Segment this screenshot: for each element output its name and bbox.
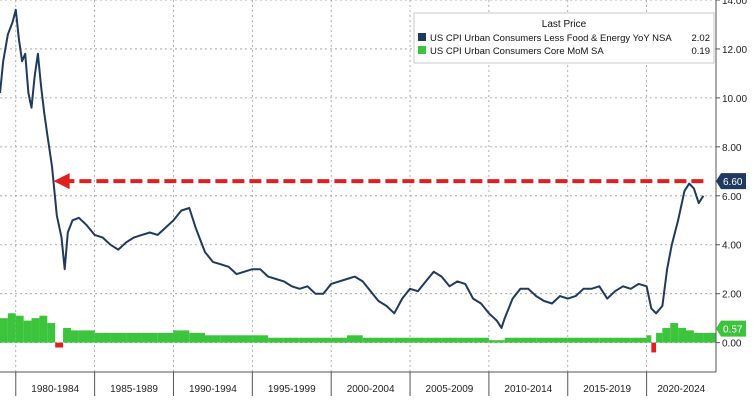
mom-bar <box>646 335 652 343</box>
legend: Last Price US CPI Urban Consumers Less F… <box>413 12 715 64</box>
arrow-head <box>53 173 70 190</box>
x-tick-label: 1990-1994 <box>189 384 237 395</box>
mom-bar <box>378 337 395 343</box>
mom-bar <box>346 335 363 343</box>
x-tick-label: 1980-1984 <box>31 384 79 395</box>
mom-bar <box>630 337 647 343</box>
mom-bar <box>686 330 694 343</box>
flag-mom-label: 0.57 <box>723 325 743 336</box>
mom-bar <box>662 327 671 343</box>
flag-yoy-shape <box>716 173 746 190</box>
yoy-line <box>0 8 705 329</box>
legend-swatch-yoy <box>418 33 426 41</box>
last-value-flag-yoy: 6.60 <box>716 173 746 190</box>
series-core-yoy <box>0 8 705 329</box>
legend-label-mom: US CPI Urban Consumers Core MoM SA <box>430 46 604 57</box>
mom-bar <box>615 337 631 343</box>
mom-bar <box>536 337 552 343</box>
x-tick-label: 1995-1999 <box>268 384 316 395</box>
mom-bar <box>63 327 71 343</box>
mom-bar <box>362 337 379 343</box>
mom-bar <box>7 313 16 343</box>
mom-bar <box>425 337 442 343</box>
x-tick-label: 2000-2004 <box>347 384 395 395</box>
mom-bar <box>678 327 687 343</box>
mom-bar <box>599 337 616 343</box>
x-tick-label: 2010-2014 <box>504 384 552 395</box>
mom-bar <box>173 330 190 343</box>
y-tick-label: 12.00 <box>722 45 747 56</box>
mom-bar <box>268 337 284 343</box>
x-tick-label: 1985-1989 <box>110 384 158 395</box>
mom-bar <box>141 332 158 343</box>
last-value-flag-mom: 0.57 <box>716 320 746 337</box>
mom-bar <box>47 323 56 343</box>
mom-bar <box>331 337 347 343</box>
y-tick-label: 6.00 <box>722 192 742 203</box>
mom-bar <box>94 332 111 343</box>
mom-bar <box>126 332 142 343</box>
mom-bar <box>205 335 221 343</box>
mom-bar <box>504 337 521 343</box>
mom-bar <box>394 337 411 343</box>
mom-bar <box>31 318 40 343</box>
mom-bar <box>299 337 316 343</box>
mom-bar <box>703 332 716 343</box>
dashed-arrow-annotation <box>53 173 704 190</box>
mom-bar <box>670 323 679 343</box>
mom-bar <box>567 337 584 343</box>
x-axis: 1980-1984 1985-1989 1990-1994 1995-1999 2000… <box>0 371 716 396</box>
mom-bar <box>488 340 505 343</box>
mom-bar <box>551 337 568 343</box>
legend-swatch-mom <box>418 46 426 54</box>
mom-bar <box>189 332 206 343</box>
mom-bar <box>39 315 48 343</box>
mom-bar <box>23 320 32 343</box>
mom-bar <box>441 337 458 343</box>
mom-bar <box>157 332 174 343</box>
y-tick-label: 2.00 <box>722 290 742 301</box>
y-tick-label: 14.00 <box>722 0 747 7</box>
legend-label-yoy: US CPI Urban Consumers Less Food & Energ… <box>430 33 672 44</box>
y-tick-label: 8.00 <box>722 143 742 154</box>
flag-mom-shape <box>716 320 746 337</box>
mom-bar <box>651 342 657 353</box>
mom-bar <box>0 318 8 343</box>
mom-bar <box>315 337 332 343</box>
mom-bar <box>252 335 269 343</box>
mom-bar <box>220 335 237 343</box>
mom-bar <box>15 315 24 343</box>
legend-title: Last Price <box>542 19 587 30</box>
y-tick-label: 0.00 <box>722 339 742 350</box>
mom-bar <box>110 332 127 343</box>
series-core-mom <box>0 313 716 353</box>
legend-value-yoy: 2.02 <box>692 33 711 44</box>
legend-value-mom: 0.19 <box>692 46 711 57</box>
x-tick-label: 2015-2019 <box>583 384 631 395</box>
mom-bar <box>693 332 704 343</box>
mom-bar <box>55 342 64 348</box>
y-axis: 14.00 12.00 10.00 8.00 6.00 4.00 2.00 0.00 <box>715 0 747 372</box>
y-tick-label: 10.00 <box>722 94 747 105</box>
mom-bar <box>236 335 253 343</box>
mom-bar <box>78 330 95 343</box>
y-tick-label: 4.00 <box>722 241 742 252</box>
legend-box <box>413 12 715 64</box>
mom-bar <box>70 330 79 343</box>
mom-bar <box>583 337 600 343</box>
mom-bar <box>520 337 537 343</box>
mom-bar <box>656 332 663 343</box>
x-tick-label: 2020-2024 <box>657 384 705 395</box>
x-tick-label: 2005-2009 <box>426 384 474 395</box>
mom-bar <box>473 337 489 343</box>
mom-bar <box>457 337 474 343</box>
mom-bar <box>283 337 300 343</box>
flag-yoy-label: 6.60 <box>723 177 743 188</box>
mom-bar <box>410 337 426 343</box>
